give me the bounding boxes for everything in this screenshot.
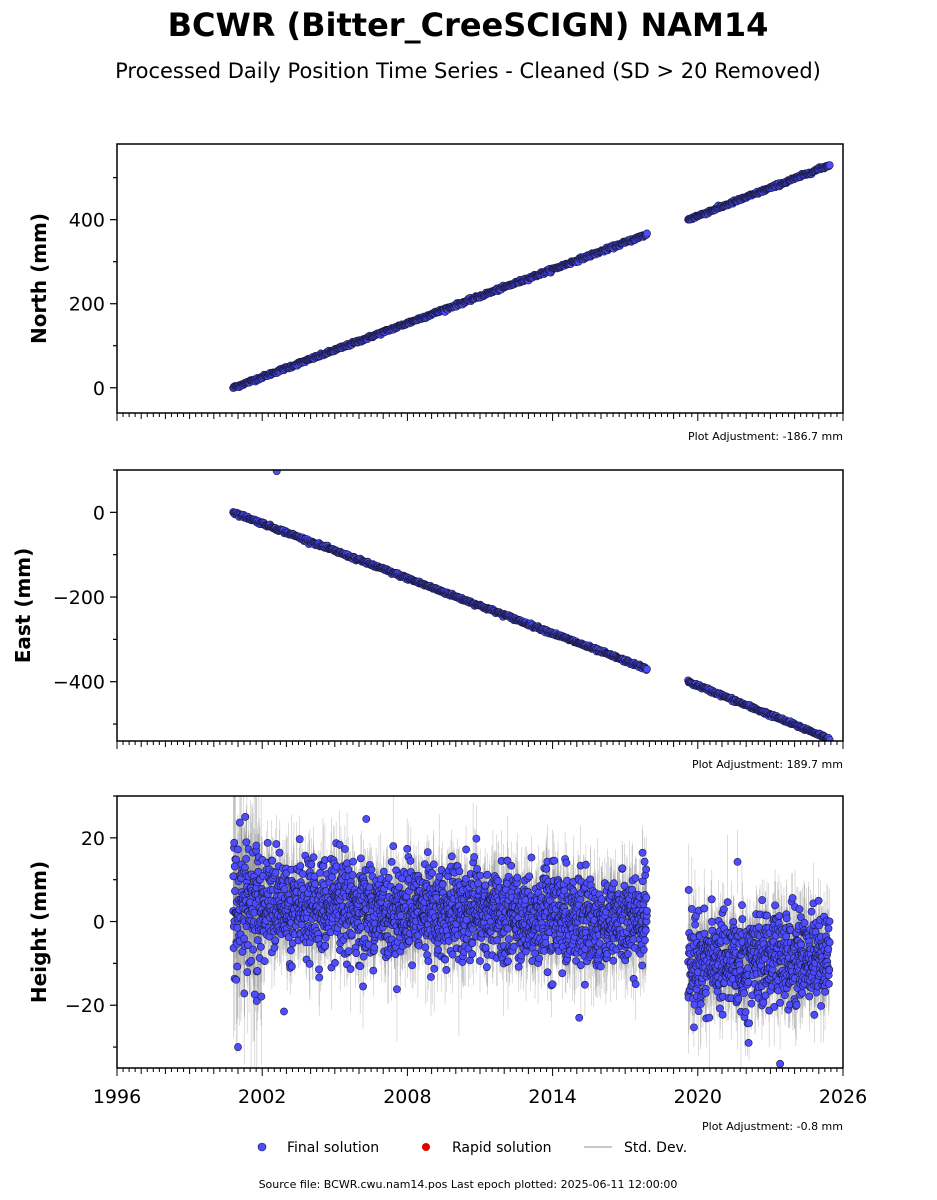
y-tick-label: −400 [53,672,105,694]
data-point [825,161,834,170]
panels: 0 200 400 North (mm) Plot Adjustment: -186.7… [11,143,867,1133]
data-point [240,989,249,998]
y-axis-label: North (mm) [27,213,51,344]
data-point [643,229,651,238]
plot-adjustment-note: Plot Adjustment: 189.7 mm [692,758,843,771]
final-solution-points [229,161,834,392]
final-solution-points [229,470,834,741]
data-point [249,945,258,954]
data-point [233,962,242,971]
data-point [252,841,261,850]
data-point [233,845,242,854]
data-point [230,862,239,871]
plot-area [229,470,834,741]
data-point [243,968,252,977]
y-tick-label: −200 [53,587,105,609]
data-point [242,838,251,847]
data-point [643,665,651,674]
data-point [233,923,242,932]
data-point [242,854,250,863]
plot-area [229,796,834,1068]
final-solution-points [229,813,834,1068]
data-point [240,934,248,943]
data-point [230,838,239,847]
panel-2: −400 −200 0 East (mm) Plot Adjustment: 189.7… [11,469,844,771]
data-point [243,941,252,949]
data-point [247,957,256,965]
y-axis-label: East (mm) [11,548,35,664]
data-point [231,887,239,895]
plot-adjustment-note: Plot Adjustment: -186.7 mm [688,430,843,443]
y-tick-label: 400 [69,210,105,232]
panel-1: 0 200 400 North (mm) Plot Adjustment: -186.7… [27,143,844,443]
data-point [232,975,241,984]
data-point [232,855,240,864]
data-point [235,818,244,827]
y-tick-label: 200 [69,294,105,316]
data-point-outlier [272,470,281,476]
data-point [250,990,259,999]
data-point [825,735,834,741]
chart-subtitle: Processed Daily Position Time Series - C… [115,59,821,83]
chart-title: BCWR (Bitter_CreeSCIGN) NAM14 [168,6,769,44]
plot-area [229,161,834,392]
y-tick-label: 0 [93,502,105,524]
axes-frame [116,143,844,414]
y-tick-label: 0 [93,378,105,400]
